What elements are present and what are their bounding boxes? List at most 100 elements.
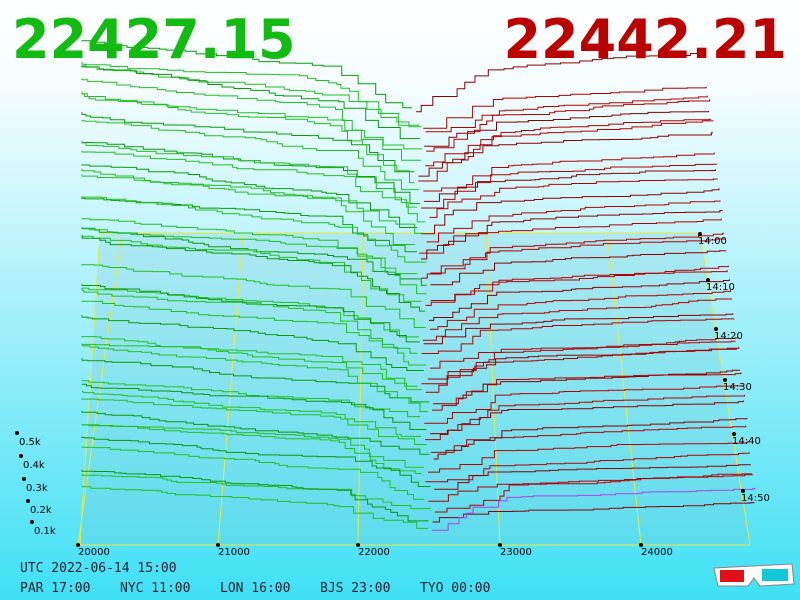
bid-depth-line [81,424,422,474]
depth-label: 0.5k [19,437,41,448]
ask-depth-line [429,178,718,218]
time-tick [706,278,710,282]
ask-depth-line [429,279,730,321]
depth-label: 0.4k [23,460,45,471]
zone-time: PAR 17:00 [20,581,90,596]
ask-depth-line [426,99,711,152]
time-tick [698,232,702,236]
price-grid-line [217,232,244,546]
time-label: 14:10 [706,282,735,293]
ask-depth-line [418,120,714,182]
bid-depth-line [81,345,428,413]
bid-depth-line [81,234,422,302]
ask-depth-line [424,169,716,202]
utc-time: UTC 2022-06-14 15:00 [20,561,177,576]
ask-depth-line [423,152,715,192]
time-tick [714,327,718,331]
bid-depth-line [81,174,416,245]
zone-time: LON 16:00 [220,581,290,596]
ask-depth-line [428,473,752,502]
time-label: 14:40 [732,436,761,447]
bid-depth-line [81,383,427,430]
time-tick [741,489,745,493]
ask-depth-line [422,298,733,341]
bid-depth-line [81,343,418,387]
bid-depth-line [81,436,431,487]
ask-depth-line [425,265,729,306]
time-label: 14:00 [698,236,727,247]
ask-depth-line [421,210,723,260]
ask-depth-line [421,188,720,235]
bid-depth-line [81,398,427,445]
ask-depth-line [418,131,713,177]
bid-depth-line [81,300,427,366]
bid-depth-line [81,120,420,191]
ask-depth-line [434,474,754,513]
bid-depth-line [81,218,418,275]
ask-depth-line [423,313,734,345]
ask-depth-line [420,163,718,209]
bid-depth-line [81,380,421,418]
depth-label: 0.1k [34,526,56,537]
price-grid-line [357,232,364,546]
ask-depth-line [416,51,706,113]
3d-glasses-icon [713,563,795,587]
bid-depth-line [81,358,430,403]
bid-depth-line [81,141,421,205]
price-label: 24000 [641,547,673,558]
bid-depth-line [81,196,427,263]
ask-depth-line [430,232,725,274]
price-tick [639,543,643,547]
price-grid-line [606,232,642,546]
bid-depth-line [81,470,429,522]
ask-depth-line [430,250,727,286]
ask-depth-line [425,118,712,167]
ask-depth-line [425,95,708,133]
ask-depth-line [425,394,745,441]
ask-depth-line [421,318,735,354]
ask-price: 22442.21 [503,8,787,71]
ask-depth-line [424,385,743,424]
bid-depth-line [81,61,420,126]
depth-tick [26,499,30,503]
ask-depth-line [431,372,742,411]
depth-label: 0.2k [30,505,52,516]
bid-depth-line [81,263,426,328]
price-grid-line [77,232,123,546]
bid-depth-line [81,236,425,312]
time-zones: PAR 17:00 NYC 11:00 LON 16:00 BJS 23:00 TYO … [20,581,490,596]
ask-depth-line [430,400,744,435]
bid-depth-line [81,112,415,173]
bid-depth-line [81,40,412,109]
bid-depth-line [81,78,422,161]
price-tick [356,543,360,547]
bid-depth-line [81,287,419,338]
bid-depth-line [81,66,421,140]
price-label: 20000 [78,547,110,558]
bid-depth-line [81,288,418,354]
ask-depth-line [425,452,750,483]
price-tick [498,543,502,547]
ask-depth-line [426,200,721,243]
price-tick [216,543,220,547]
bid-depth-line [81,486,429,529]
ask-depth-line [432,502,755,523]
bid-depth-line [81,164,417,228]
depth-tick [19,454,23,458]
bid-depth-line [81,410,430,455]
ask-depth-line [433,369,740,405]
ask-depth-line [433,418,748,460]
depth-tick [15,431,19,435]
bid-depth-line [81,284,420,343]
bid-depth-line [81,91,415,184]
time-tick [732,432,736,436]
zone-time: BJS 23:00 [320,581,390,596]
ask-depth-line [434,464,751,490]
price-label: 21000 [218,547,250,558]
time-tick [723,378,727,382]
bid-depth-line [81,315,424,371]
bid-depth-line [81,336,422,391]
time-label: 14:30 [723,382,752,393]
depth-lines [81,40,756,531]
